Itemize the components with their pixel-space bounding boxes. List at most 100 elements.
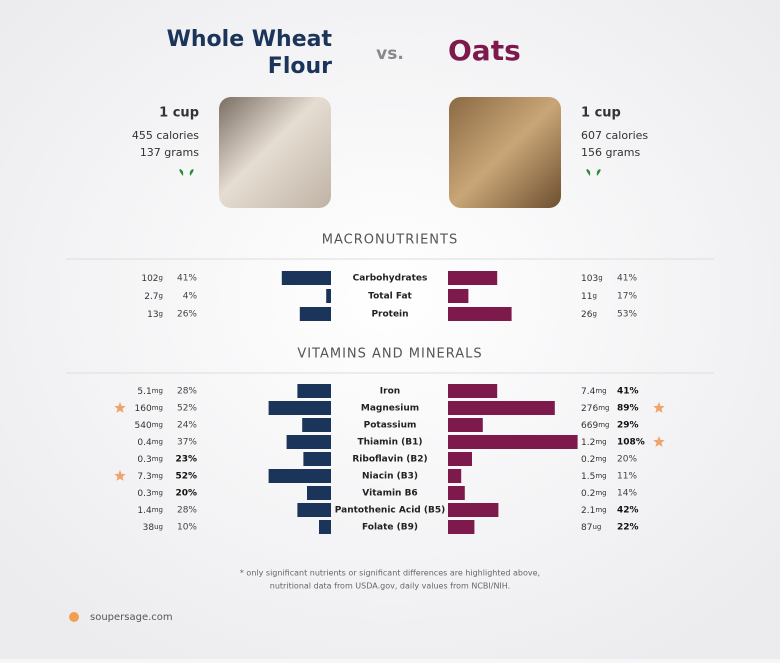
amount-value: 7.3 (137, 472, 151, 482)
right-calories: 607 calories (581, 129, 648, 142)
amount-unit: mg (595, 438, 606, 446)
dv-percent: 42% (617, 506, 639, 516)
brand-logo (69, 612, 79, 622)
star-icon (653, 436, 665, 447)
star-icon (114, 470, 126, 481)
dv-percent: 4% (183, 292, 198, 302)
amount: 7.4mg (581, 387, 607, 397)
amount: 0.2mg (581, 455, 607, 465)
amount-value: 87 (581, 523, 592, 533)
amount: 38ug (143, 523, 163, 533)
nutrient-name: Riboflavin (B2) (352, 455, 427, 465)
right-image (449, 97, 561, 208)
amount-value: 2.1 (581, 506, 595, 516)
amount: 26g (581, 310, 597, 320)
dv-percent: 26% (177, 310, 197, 320)
amount-value: 2.7 (144, 292, 158, 302)
dv-percent: 52% (175, 472, 197, 482)
section-title: VITAMINS AND MINERALS (297, 347, 482, 362)
right-name: Oats (448, 34, 521, 67)
amount: 5.1mg (137, 387, 163, 397)
dv-percent: 41% (617, 274, 637, 284)
amount-unit: g (598, 274, 602, 282)
amount: 2.7g (144, 292, 163, 302)
dv-bar (307, 486, 331, 500)
dv-bar (303, 452, 331, 466)
nutrient-name: Iron (380, 387, 400, 397)
amount-value: 0.2 (581, 489, 595, 499)
dv-bar (448, 271, 498, 285)
nutrient-name: Potassium (364, 421, 417, 431)
amount-value: 11 (581, 292, 592, 302)
amount-unit: g (592, 310, 596, 318)
amount-unit: ug (154, 523, 163, 531)
dv-percent: 14% (617, 489, 637, 499)
amount-value: 5.1 (137, 387, 151, 397)
dv-percent: 29% (617, 421, 639, 431)
dv-bar (448, 469, 462, 483)
amount: 11g (581, 292, 597, 302)
dv-bar (448, 401, 555, 415)
amount-value: 102 (141, 274, 158, 284)
nutrient-name: Carbohydrates (353, 274, 428, 284)
dv-bar (286, 435, 331, 449)
dv-bar (299, 307, 331, 321)
amount-unit: mg (598, 421, 609, 429)
amount: 2.1mg (581, 506, 607, 516)
amount-unit: mg (152, 472, 163, 480)
amount-value: 1.2 (581, 438, 595, 448)
amount-unit: mg (595, 506, 606, 514)
amount-value: 103 (581, 274, 598, 284)
amount-unit: mg (152, 489, 163, 497)
dv-bar (319, 520, 331, 534)
amount: 0.2mg (581, 489, 607, 499)
nutrient-name: Total Fat (368, 292, 412, 302)
star-icon (653, 402, 665, 413)
dv-bar (448, 384, 498, 398)
dv-bar (297, 384, 331, 398)
nutrient-name: Pantothenic Acid (B5) (335, 506, 445, 516)
dv-percent: 41% (177, 274, 197, 284)
dv-bar (448, 520, 475, 534)
dv-percent: 89% (617, 404, 639, 414)
dv-percent: 23% (175, 455, 197, 465)
amount: 0.3mg (137, 489, 163, 499)
amount-value: 13 (147, 310, 158, 320)
amount-value: 0.3 (137, 489, 151, 499)
left-grams: 137 grams (140, 146, 199, 159)
amount: 1.2mg (581, 438, 607, 448)
footnote: nutritional data from USDA.gov, daily va… (270, 582, 510, 591)
section-title: MACRONUTRIENTS (322, 233, 458, 248)
left-calories: 455 calories (132, 129, 199, 142)
amount: 0.4mg (137, 438, 163, 448)
left-name: Flour (268, 54, 332, 79)
right-serving: 1 cup (581, 106, 621, 121)
dv-bar (268, 401, 331, 415)
dv-percent: 28% (177, 387, 197, 397)
amount: 1.5mg (581, 472, 607, 482)
amount-unit: mg (595, 387, 606, 395)
amount-value: 540 (135, 421, 152, 431)
amount: 1.4mg (137, 506, 163, 516)
dv-percent: 53% (617, 310, 637, 320)
dv-percent: 22% (617, 523, 639, 533)
dv-bar (448, 289, 469, 303)
dv-percent: 10% (177, 523, 197, 533)
amount-unit: mg (152, 421, 163, 429)
star-icon (114, 402, 126, 413)
dv-percent: 52% (177, 404, 197, 414)
dv-percent: 20% (175, 489, 197, 499)
amount-value: 1.4 (137, 506, 152, 516)
dv-bar (448, 452, 472, 466)
nutrient-name: Protein (371, 310, 408, 320)
amount-unit: mg (595, 455, 606, 463)
amount: 669mg (581, 421, 609, 431)
amount: 0.3mg (137, 455, 163, 465)
amount: 540mg (135, 421, 163, 431)
dv-bar (448, 486, 465, 500)
amount-value: 7.4 (581, 387, 596, 397)
amount-unit: mg (595, 472, 606, 480)
amount-unit: mg (152, 506, 163, 514)
amount-unit: g (159, 274, 163, 282)
brand: soupersage.com (90, 612, 173, 623)
